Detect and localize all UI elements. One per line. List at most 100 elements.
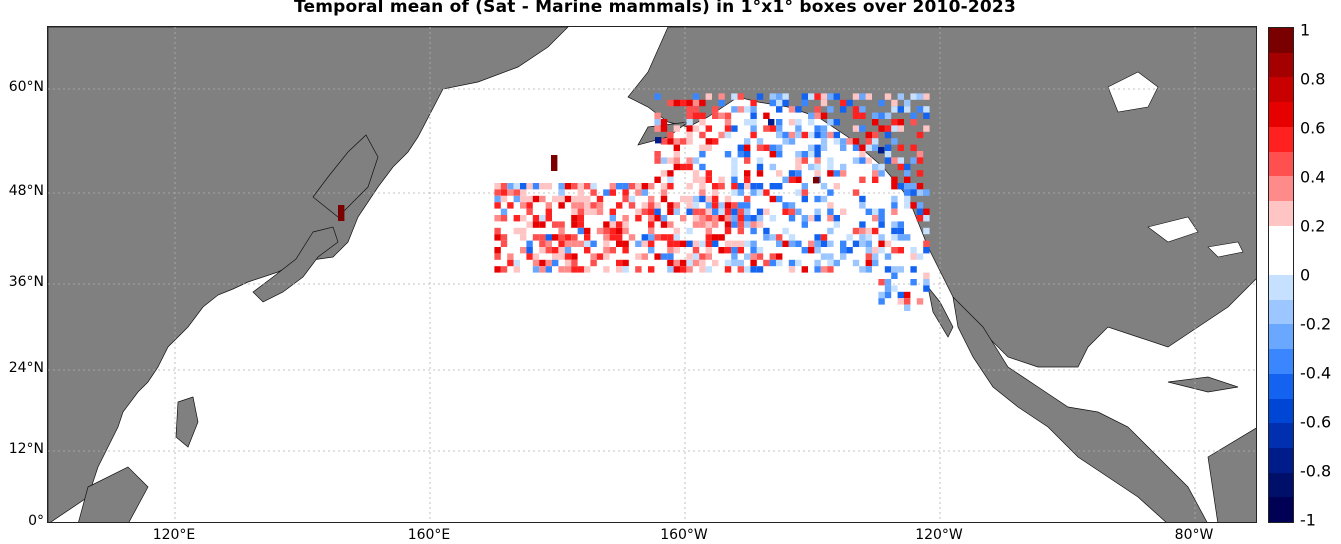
data-cell: [596, 195, 604, 203]
data-cell: [801, 195, 808, 203]
data-cell: [820, 234, 828, 241]
data-cell: [872, 138, 879, 145]
data-cell: [628, 202, 636, 209]
data-cell: [884, 93, 892, 100]
data-cell: [916, 208, 924, 215]
data-cell: [750, 112, 757, 119]
data-cell: [731, 170, 738, 177]
data-cell: [891, 202, 898, 209]
data-cell: [814, 195, 821, 203]
data-cell: [724, 151, 732, 158]
data-cell: [692, 195, 700, 203]
data-cell: [494, 234, 501, 241]
data-cell: [712, 240, 719, 247]
data-cell: [545, 208, 552, 215]
data-cell: [513, 183, 520, 190]
data-cell: [897, 93, 904, 100]
data-cell: [923, 125, 930, 132]
data-cell: [584, 202, 591, 209]
data-cell: [872, 208, 879, 215]
data-cell: [680, 259, 687, 267]
data-cell: [500, 208, 508, 215]
data-cell: [609, 189, 616, 196]
data-cell: [673, 138, 680, 145]
data-cell: [724, 131, 732, 139]
data-cell: [820, 266, 828, 273]
data-cell: [910, 253, 917, 260]
data-cell: [737, 144, 744, 151]
data-cell: [865, 227, 872, 235]
data-cell: [667, 221, 674, 228]
colorbar-tick-label: 0.6: [1300, 118, 1326, 138]
data-cell: [731, 189, 738, 196]
data-cell: [641, 240, 648, 247]
data-cell: [776, 99, 783, 107]
data-cell: [744, 266, 751, 273]
data-cell: [654, 112, 661, 119]
data-cell: [827, 131, 834, 139]
data-cell: [686, 253, 693, 260]
colorbar-segment: [1269, 28, 1293, 54]
data-cell: [520, 183, 527, 190]
data-cell: [699, 215, 706, 222]
data-cell: [603, 253, 610, 260]
data-cell: [680, 240, 687, 247]
data-cell: [545, 234, 552, 241]
data-cell: [603, 189, 610, 196]
data-cell: [916, 183, 924, 190]
data-cell: [686, 195, 693, 203]
data-cell: [737, 208, 744, 215]
data-cell: [667, 170, 674, 177]
data-cell: [820, 144, 828, 151]
data-cell: [500, 215, 508, 222]
data-cell: [686, 125, 693, 132]
data-cell: [558, 240, 565, 247]
data-cell: [827, 170, 834, 177]
data-cell: [539, 195, 546, 203]
data-cell: [731, 163, 738, 171]
data-cell: [827, 215, 834, 222]
data-cell: [795, 163, 802, 171]
data-cell: [660, 221, 668, 228]
data-cell: [904, 304, 911, 311]
data-cell: [852, 144, 860, 151]
data-cell: [686, 163, 693, 171]
data-cell: [833, 183, 840, 190]
data-cell: [660, 138, 668, 145]
data-cell: [584, 208, 591, 215]
data-cell: [673, 151, 680, 158]
data-cell: [558, 183, 565, 190]
data-cell: [897, 157, 904, 164]
colorbar-segment: [1269, 77, 1293, 103]
data-cell: [616, 259, 623, 267]
data-cell: [628, 234, 636, 241]
data-cell: [500, 266, 508, 273]
data-cell: [692, 125, 700, 132]
data-cell: [571, 240, 578, 247]
data-cell: [654, 208, 661, 215]
data-cell: [526, 240, 533, 247]
data-cell: [897, 247, 904, 254]
data-cell: [731, 157, 738, 164]
data-cell: [872, 259, 879, 267]
data-cell: [667, 183, 674, 190]
data-cell: [878, 291, 885, 299]
data-cell: [891, 138, 898, 145]
data-cell: [584, 195, 591, 203]
data-cell: [648, 183, 655, 190]
data-cell: [859, 221, 866, 228]
data-cell: [635, 183, 642, 190]
land-cuba: [1167, 376, 1239, 393]
data-cell: [763, 112, 770, 119]
data-cell: [558, 227, 565, 235]
data-cell: [648, 240, 655, 247]
data-cell: [750, 227, 757, 235]
data-cell: [545, 266, 552, 273]
data-cell: [552, 195, 559, 203]
data-cell: [744, 106, 751, 113]
data-cell: [904, 163, 911, 171]
colorbar-segment: [1269, 324, 1293, 350]
data-cell: [808, 144, 815, 151]
data-cell: [776, 183, 783, 190]
data-cell: [776, 131, 783, 139]
